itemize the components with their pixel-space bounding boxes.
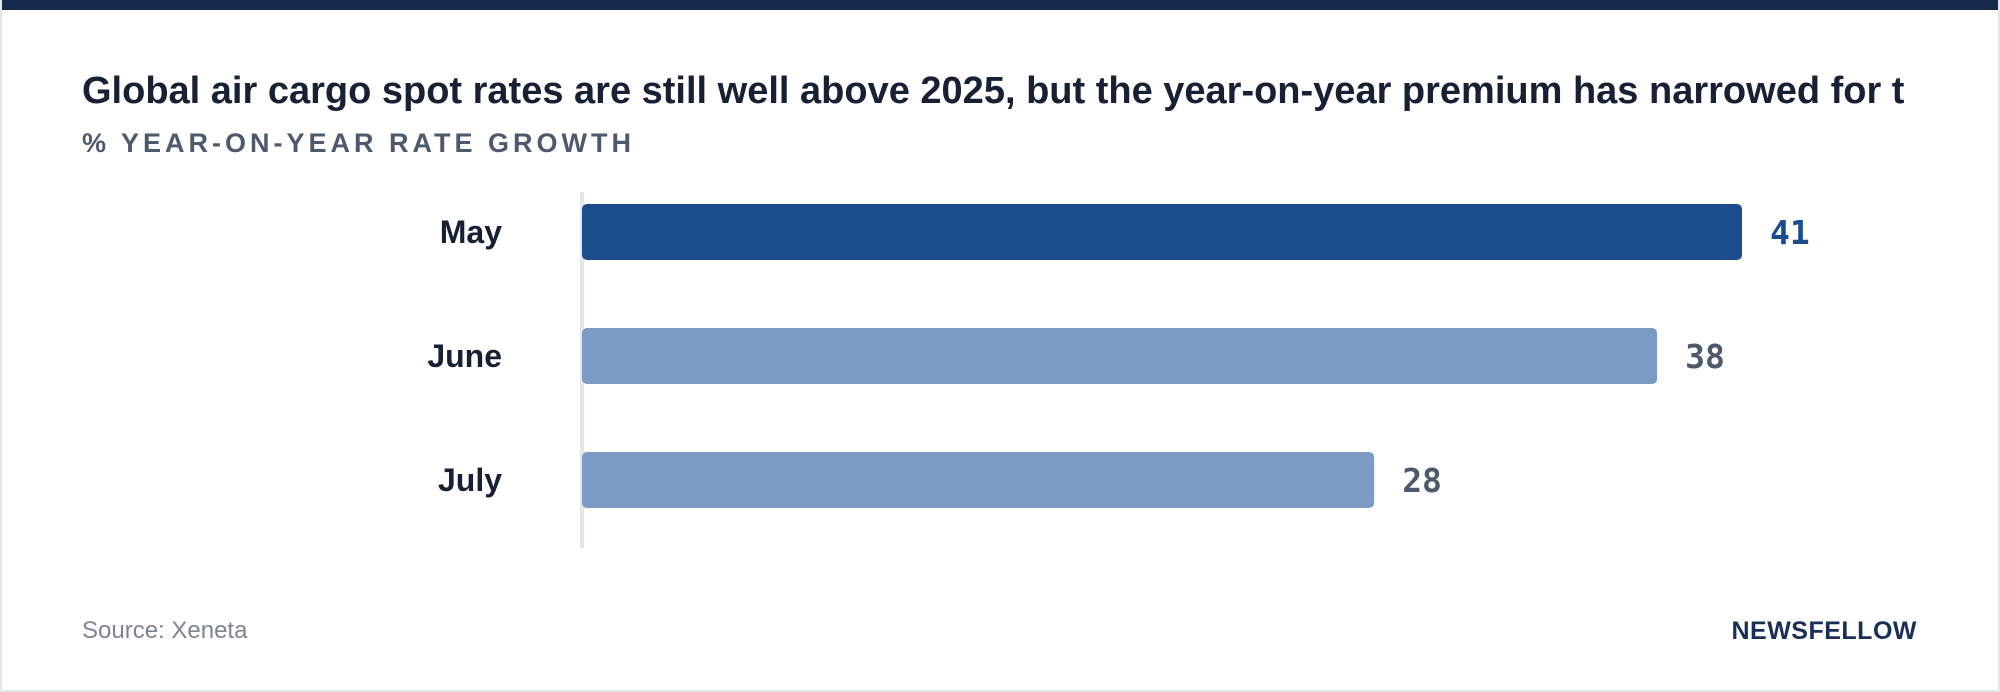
- category-label-june: June: [427, 338, 502, 374]
- value-label-may: 41: [1770, 213, 1810, 252]
- chart-title: Global air cargo spot rates are still we…: [82, 70, 1905, 112]
- bar-may: [582, 204, 1742, 260]
- bar-june: [582, 328, 1658, 384]
- category-label-july: July: [438, 462, 502, 498]
- value-label-july: 28: [1402, 461, 1442, 500]
- value-label-june: 38: [1685, 337, 1725, 376]
- brand-logo: NEWSFELLOW: [1731, 617, 1917, 645]
- top-accent-band: [2, 0, 1998, 10]
- chart-subtitle: % YEAR-ON-YEAR RATE GROWTH: [82, 128, 636, 158]
- category-label-may: May: [440, 214, 502, 250]
- source-note: Source: Xeneta: [82, 617, 248, 644]
- bar-july: [582, 452, 1375, 508]
